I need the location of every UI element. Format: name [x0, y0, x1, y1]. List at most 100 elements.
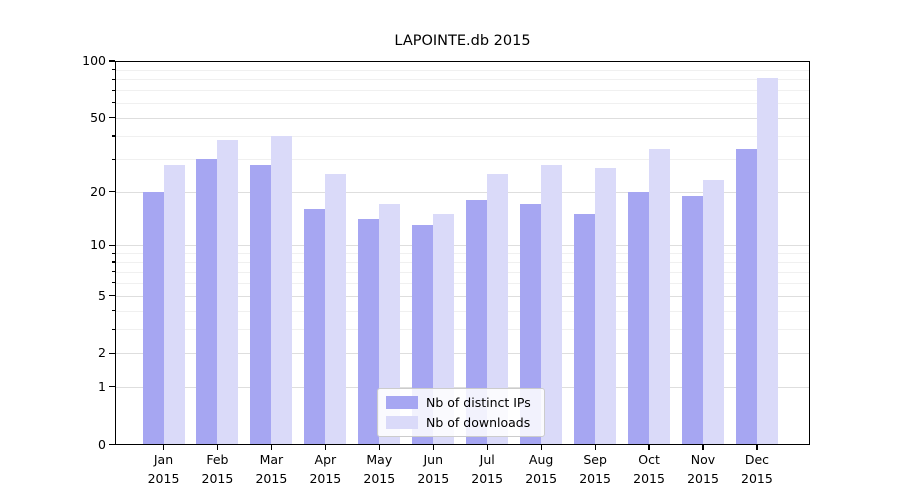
major-gridline: [116, 191, 809, 193]
minor-gridline: [116, 253, 809, 255]
y-tick-mark-minor: [112, 102, 115, 104]
legend-label: Nb of downloads: [426, 414, 531, 430]
y-tick-label: 2: [98, 345, 106, 361]
major-gridline: [116, 245, 809, 247]
legend: Nb of distinct IPs Nb of downloads: [377, 388, 545, 437]
x-tick-label-sep: Sep 2015: [579, 452, 611, 486]
minor-gridline: [116, 79, 809, 81]
x-tick-label-may: May 2015: [363, 452, 396, 486]
x-tick-mark: [324, 445, 326, 450]
bar-ips-jan: [142, 191, 164, 444]
y-tick-mark-minor: [112, 89, 115, 91]
x-tick-mark: [648, 445, 650, 450]
x-tick-mark: [378, 445, 380, 450]
y-tick-mark: [109, 352, 115, 354]
minor-gridline: [116, 69, 809, 71]
y-tick-label: 5: [98, 287, 106, 303]
y-tick-mark: [109, 117, 115, 119]
y-tick-mark-minor: [112, 252, 115, 254]
ips-swatch: [386, 396, 418, 409]
major-gridline: [116, 386, 809, 388]
major-gridline: [116, 295, 809, 297]
y-tick-mark-minor: [112, 261, 115, 263]
x-tick-label-oct: Oct 2015: [633, 452, 665, 486]
x-tick-label-jan: Jan 2015: [147, 452, 180, 486]
x-tick-label-feb: Feb 2015: [201, 452, 234, 486]
bar-ips-feb: [196, 159, 218, 444]
bar-downloads-sep: [595, 167, 617, 444]
y-tick-label: 50: [90, 109, 106, 125]
bar-ips-sep: [574, 214, 596, 444]
y-tick-mark-minor: [112, 78, 115, 80]
bar-downloads-feb: [217, 140, 239, 444]
x-tick-label-dec: Dec 2015: [741, 452, 773, 486]
minor-gridline: [116, 261, 809, 263]
x-tick-mark: [270, 445, 272, 450]
y-tick-mark: [109, 386, 115, 388]
bar-downloads-may: [379, 204, 401, 444]
x-tick-mark: [162, 445, 165, 450]
minor-gridline: [116, 271, 809, 273]
bar-ips-jul: [466, 199, 488, 444]
bar-downloads-dec: [756, 78, 778, 444]
bar-ips-aug: [520, 204, 542, 444]
bar-downloads-apr: [325, 173, 347, 444]
minor-gridline: [116, 159, 809, 161]
x-tick-mark: [216, 445, 219, 450]
bar-downloads-jul: [487, 173, 509, 444]
bar-ips-apr: [304, 209, 326, 444]
bar-ips-may: [358, 219, 380, 444]
minor-gridline: [116, 310, 809, 312]
plot-area: [115, 61, 810, 445]
x-tick-label-nov: Nov 2015: [687, 452, 719, 486]
y-tick-mark-minor: [112, 69, 115, 71]
minor-gridline: [116, 135, 809, 137]
x-tick-mark: [432, 445, 434, 450]
x-tick-label-jul: Jul 2015: [471, 452, 504, 486]
x-tick-mark: [702, 445, 704, 450]
y-tick-mark-minor: [112, 135, 115, 137]
major-gridline: [116, 117, 809, 119]
x-tick-label-jun: Jun 2015: [417, 452, 450, 486]
x-tick-mark: [486, 445, 488, 450]
y-tick-mark-minor: [112, 282, 115, 284]
y-tick-label: 0: [98, 436, 106, 452]
bar-downloads-mar: [271, 135, 293, 444]
minor-gridline: [116, 329, 809, 331]
bar-ips-nov: [682, 195, 703, 444]
bar-ips-dec: [735, 149, 757, 444]
y-tick-label: 100: [82, 53, 106, 68]
bar-downloads-jan: [163, 164, 185, 444]
y-tick-mark: [109, 443, 115, 446]
chart-title: LAPOINTE.db 2015: [394, 33, 531, 49]
x-tick-label-apr: Apr 2015: [309, 452, 342, 486]
y-tick-mark-minor: [112, 328, 115, 330]
major-gridline: [116, 353, 809, 355]
bar-downloads-oct: [649, 149, 671, 444]
minor-gridline: [116, 90, 809, 92]
x-tick-mark: [594, 445, 596, 450]
y-tick-mark: [109, 190, 115, 193]
y-tick-mark: [109, 60, 115, 62]
y-tick-mark: [109, 244, 115, 246]
x-tick-mark: [540, 445, 542, 450]
legend-entry-ips: Nb of distinct IPs: [386, 394, 536, 411]
downloads-swatch: [386, 416, 418, 429]
y-tick-label: 20: [90, 183, 106, 199]
minor-gridline: [116, 102, 809, 104]
bar-ips-oct: [628, 191, 650, 444]
y-tick-mark-minor: [112, 310, 115, 312]
y-tick-mark-minor: [112, 158, 115, 160]
legend-entry-downloads: Nb of downloads: [386, 414, 536, 431]
x-tick-mark: [756, 445, 758, 450]
y-tick-label: 10: [90, 237, 106, 253]
y-tick-mark-minor: [112, 271, 115, 273]
bar-downloads-nov: [703, 180, 724, 444]
bar-downloads-aug: [541, 164, 563, 444]
y-tick-mark: [109, 295, 115, 297]
legend-label: Nb of distinct IPs: [426, 394, 531, 410]
bar-downloads-jun: [433, 214, 455, 444]
y-tick-label: 1: [98, 378, 106, 394]
bar-ips-mar: [250, 164, 272, 444]
